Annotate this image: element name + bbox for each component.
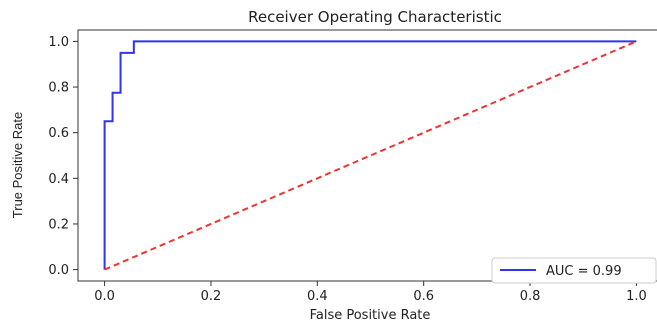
y-tick-label: 0.4 bbox=[48, 172, 69, 187]
legend: AUC = 0.99 bbox=[491, 257, 657, 284]
y-tick-label: 0.0 bbox=[48, 263, 69, 278]
roc-curve-line bbox=[103, 40, 637, 270]
x-tick-label: 0.8 bbox=[520, 289, 541, 304]
x-tick-label: 0.4 bbox=[307, 289, 328, 304]
series-layer bbox=[103, 40, 637, 271]
y-axis-ticks: 0.0 0.2 0.4 0.6 0.8 1.0 bbox=[48, 35, 78, 278]
legend-label: AUC = 0.99 bbox=[546, 264, 622, 279]
y-axis-label: True Positive Rate bbox=[10, 112, 25, 218]
y-tick-label: 0.6 bbox=[48, 126, 69, 141]
legend-box bbox=[491, 257, 657, 284]
y-tick-label: 0.2 bbox=[48, 217, 69, 232]
chance-diagonal-line bbox=[104, 40, 637, 271]
y-tick-label: 0.8 bbox=[48, 81, 69, 96]
plot-frame bbox=[77, 29, 657, 282]
x-axis-label: False Positive Rate bbox=[310, 308, 431, 323]
chart-title: Receiver Operating Characteristic bbox=[248, 8, 502, 26]
x-tick-label: 0.2 bbox=[201, 289, 222, 304]
x-tick-label: 0.0 bbox=[94, 289, 115, 304]
y-tick-label: 1.0 bbox=[48, 35, 69, 50]
x-tick-label: 1.0 bbox=[626, 289, 647, 304]
x-axis-ticks: 0.0 0.2 0.4 0.6 0.8 1.0 bbox=[94, 281, 647, 304]
x-tick-label: 0.6 bbox=[413, 289, 434, 304]
